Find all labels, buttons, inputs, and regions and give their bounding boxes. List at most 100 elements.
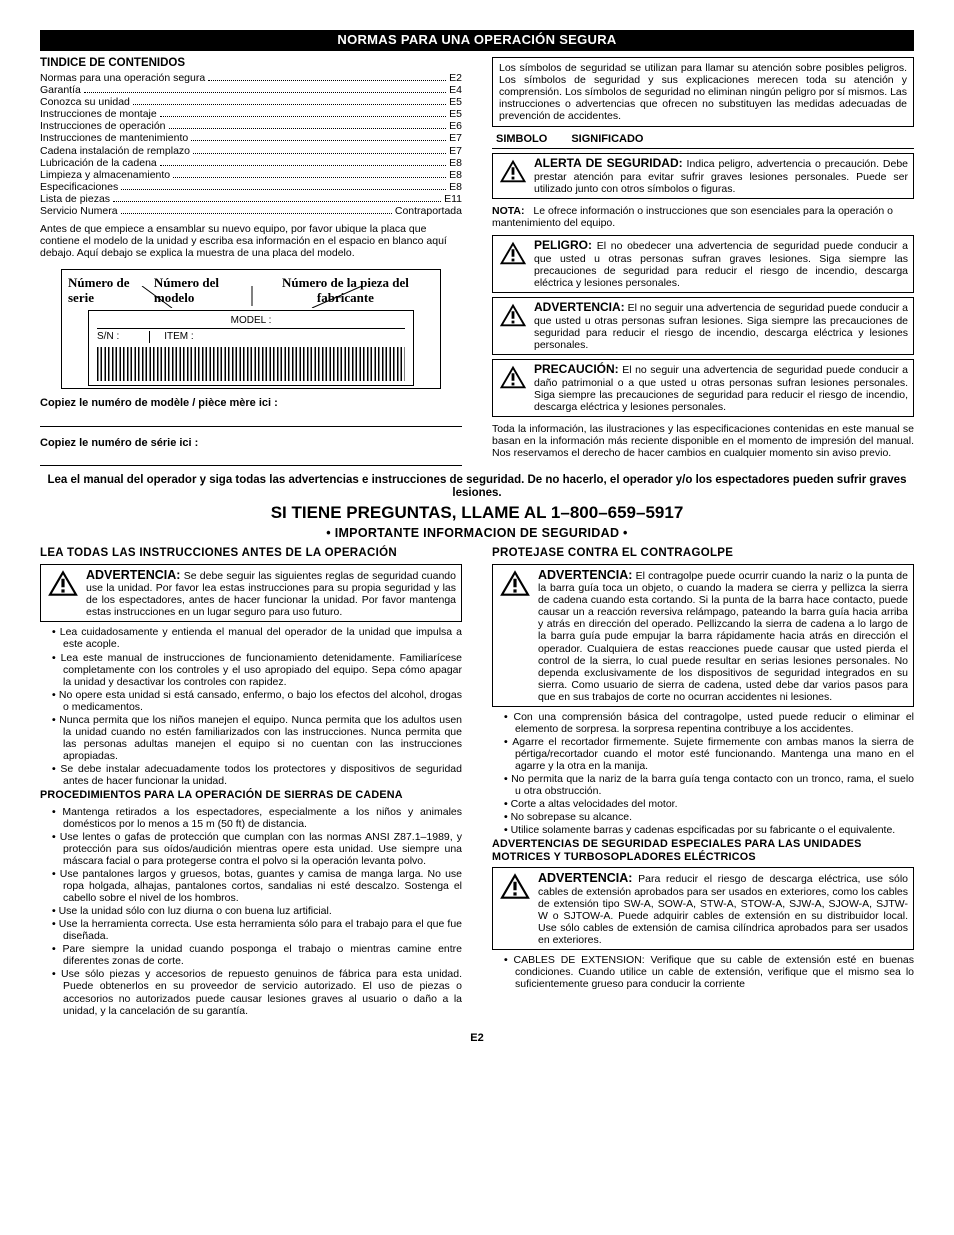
list-item: Use pantalones largos y gruesos, botas, … [52, 868, 462, 904]
advert-title: ADVERTENCIA: [534, 300, 625, 314]
lower-right-col: PROTEJASE CONTRA EL CONTRAGOLPE ADVERTEN… [492, 543, 914, 1018]
peligro-text: PELIGRO: El no obedecer una advertencia … [534, 239, 908, 289]
sn-field: S/N : [97, 331, 150, 343]
toc-row: Instrucciones de mantenimiento E7 [40, 132, 462, 144]
toc-dots [133, 99, 446, 105]
advert-text: ADVERTENCIA: El no seguir una advertenci… [534, 301, 908, 351]
toc-page: E8 [449, 157, 462, 169]
read-manual-line: Lea el manual del operador y siga todas … [40, 474, 914, 500]
list-item: Use la herramienta correcta. Use esta he… [52, 918, 462, 942]
list-item: No opere esta unidad si está cansado, en… [52, 689, 462, 713]
toc-row: Servicio NumeraContraportada [40, 205, 462, 217]
symbol-table-head: SIMBOLO SIGNIFICADO [492, 131, 914, 149]
list-item: Utilice solamente barras y cadenas espci… [504, 824, 914, 836]
row-peligro: PELIGRO: El no obedecer una advertencia … [492, 235, 914, 293]
toc-label: Especificaciones [40, 181, 118, 193]
toc-page: E7 [449, 145, 462, 157]
toc-label: Garantía [40, 84, 81, 96]
warning-icon [498, 301, 528, 329]
row-alerta: ALERTA DE SEGURIDAD: Indica peligro, adv… [492, 153, 914, 199]
lbl-pieza: Número de la pieza del fabricante [257, 276, 434, 306]
toc-page: E7 [449, 132, 462, 144]
alert-icon [498, 157, 528, 185]
list-item: No sobrepase su alcance. [504, 811, 914, 823]
caution-icon [498, 363, 528, 391]
list-item: Use la unidad sólo con luz diurna o con … [52, 905, 462, 917]
left-bullets-b: Mantenga retirados a los espectadores, e… [40, 806, 462, 1017]
precauc-text: PRECAUCIÓN: El no seguir una advertencia… [534, 363, 908, 413]
lower-columns: LEA TODAS LAS INSTRUCCIONES ANTES DE LA … [40, 543, 914, 1018]
copy-serial-line: Copiez le numéro de série ici : [40, 437, 462, 467]
right-warn2-title: ADVERTENCIA: [538, 871, 632, 885]
label-inner-box: MODEL : S/N : ITEM : [88, 310, 414, 386]
toc-label: Conozca su unidad [40, 96, 130, 108]
left-sub1: PROCEDIMIENTOS PARA LA OPERACIÓN DE SIER… [40, 789, 462, 801]
list-item: Mantenga retirados a los espectadores, e… [52, 806, 462, 830]
toc-dots [160, 111, 446, 117]
toc-heading: TINDICE DE CONTENIDOS [40, 57, 462, 70]
importante-line: • IMPORTANTE INFORMACION DE SEGURIDAD • [40, 526, 914, 540]
toc-label: Limpieza y almacenamiento [40, 169, 170, 181]
left-warn-box: ADVERTENCIA: Se debe seguir las siguient… [40, 564, 462, 623]
copy-model-line: Copiez le numéro de modèle / pièce mère … [40, 397, 462, 427]
left-bullets-a: Lea cuidadosamente y entienda el manual … [40, 626, 462, 787]
toc-dots [160, 159, 446, 165]
nota-body: Le ofrece información o instrucciones qu… [492, 205, 893, 229]
toc-page: E8 [449, 169, 462, 181]
toc-label: Lubricación de la cadena [40, 157, 157, 169]
danger-icon [498, 239, 528, 267]
toc-page: E11 [444, 193, 462, 205]
toc-row: Lubricación de la cadena E8 [40, 157, 462, 169]
right-bullets-a: Con una comprensión básica del contragol… [492, 711, 914, 837]
list-item: Agarre el recortador firmemente. Sujete … [504, 736, 914, 772]
toc-dots [121, 183, 446, 189]
list-item: Nunca permita que los niños manejen el e… [52, 714, 462, 762]
disclaimer: Toda la información, las ilustraciones y… [492, 423, 914, 459]
list-item: CABLES DE EXTENSION: Verifique que su ca… [504, 954, 914, 990]
warning-icon [498, 568, 532, 598]
lower-left-col: LEA TODAS LAS INSTRUCCIONES ANTES DE LA … [40, 543, 462, 1018]
toc-page: E2 [449, 72, 462, 84]
list-item: Pare siempre la unidad cuando posponga e… [52, 943, 462, 967]
peligro-title: PELIGRO: [534, 238, 592, 252]
toc-page: E8 [449, 181, 462, 193]
toc-page: E5 [449, 96, 462, 108]
toc-row: Cadena instalación de remplazoE7 [40, 145, 462, 157]
right-sub1: ADVERTENCIAS DE SEGURIDAD ESPECIALES PAR… [492, 838, 914, 863]
right-warn-body: El contragolpe puede ocurrir cuando la n… [538, 570, 908, 703]
symbol-intro-box: Los símbolos de seguridad se utilizan pa… [492, 57, 914, 127]
toc-dots [191, 135, 446, 141]
list-item: Lea este manual de instrucciones de func… [52, 652, 462, 688]
toc-label: Lista de piezas [40, 193, 110, 205]
questions-label: SI TIENE PREGUNTAS, LLAME AL [271, 503, 546, 522]
toc-row: Instrucciones de operación E6 [40, 120, 462, 132]
list-item: Lea cuidadosamente y entienda el manual … [52, 626, 462, 650]
toc-dots [121, 208, 392, 214]
upper-left-col: TINDICE DE CONTENIDOS Normas para una op… [40, 57, 462, 466]
toc-label: Instrucciones de operación [40, 120, 166, 132]
phone-number: 1–800–659–5917 [551, 503, 683, 522]
model-field: MODEL : [231, 315, 272, 327]
upper-columns: TINDICE DE CONTENIDOS Normas para una op… [40, 57, 914, 466]
toc-page: E6 [449, 120, 462, 132]
left-warn-title: ADVERTENCIA: [86, 568, 180, 582]
toc-label: Instrucciones de montaje [40, 108, 157, 120]
row-advertencia: ADVERTENCIA: El no seguir una advertenci… [492, 297, 914, 355]
barcode [97, 347, 405, 381]
center-block: Lea el manual del operador y siga todas … [40, 474, 914, 540]
toc-row: Conozca su unidad E5 [40, 96, 462, 108]
toc-row: Lista de piezas E11 [40, 193, 462, 205]
toc-row: Limpieza y almacenamiento E8 [40, 169, 462, 181]
toc-page: Contraportada [395, 205, 462, 217]
list-item: Use sólo piezas y accesorios de repuesto… [52, 968, 462, 1016]
toc-page: E5 [449, 108, 462, 120]
toc-label: Instrucciones de mantenimiento [40, 132, 188, 144]
questions-line: SI TIENE PREGUNTAS, LLAME AL 1–800–659–5… [40, 503, 914, 523]
toc-dots [193, 147, 446, 153]
list-item: Corte a altas velocidades del motor. [504, 798, 914, 810]
item-field: ITEM : [164, 331, 193, 343]
toc: Normas para una operación seguraE2Garant… [40, 72, 462, 217]
page-number: E2 [40, 1032, 914, 1045]
list-item: Se debe instalar adecuadamente todos los… [52, 763, 462, 787]
warning-icon [46, 568, 80, 598]
